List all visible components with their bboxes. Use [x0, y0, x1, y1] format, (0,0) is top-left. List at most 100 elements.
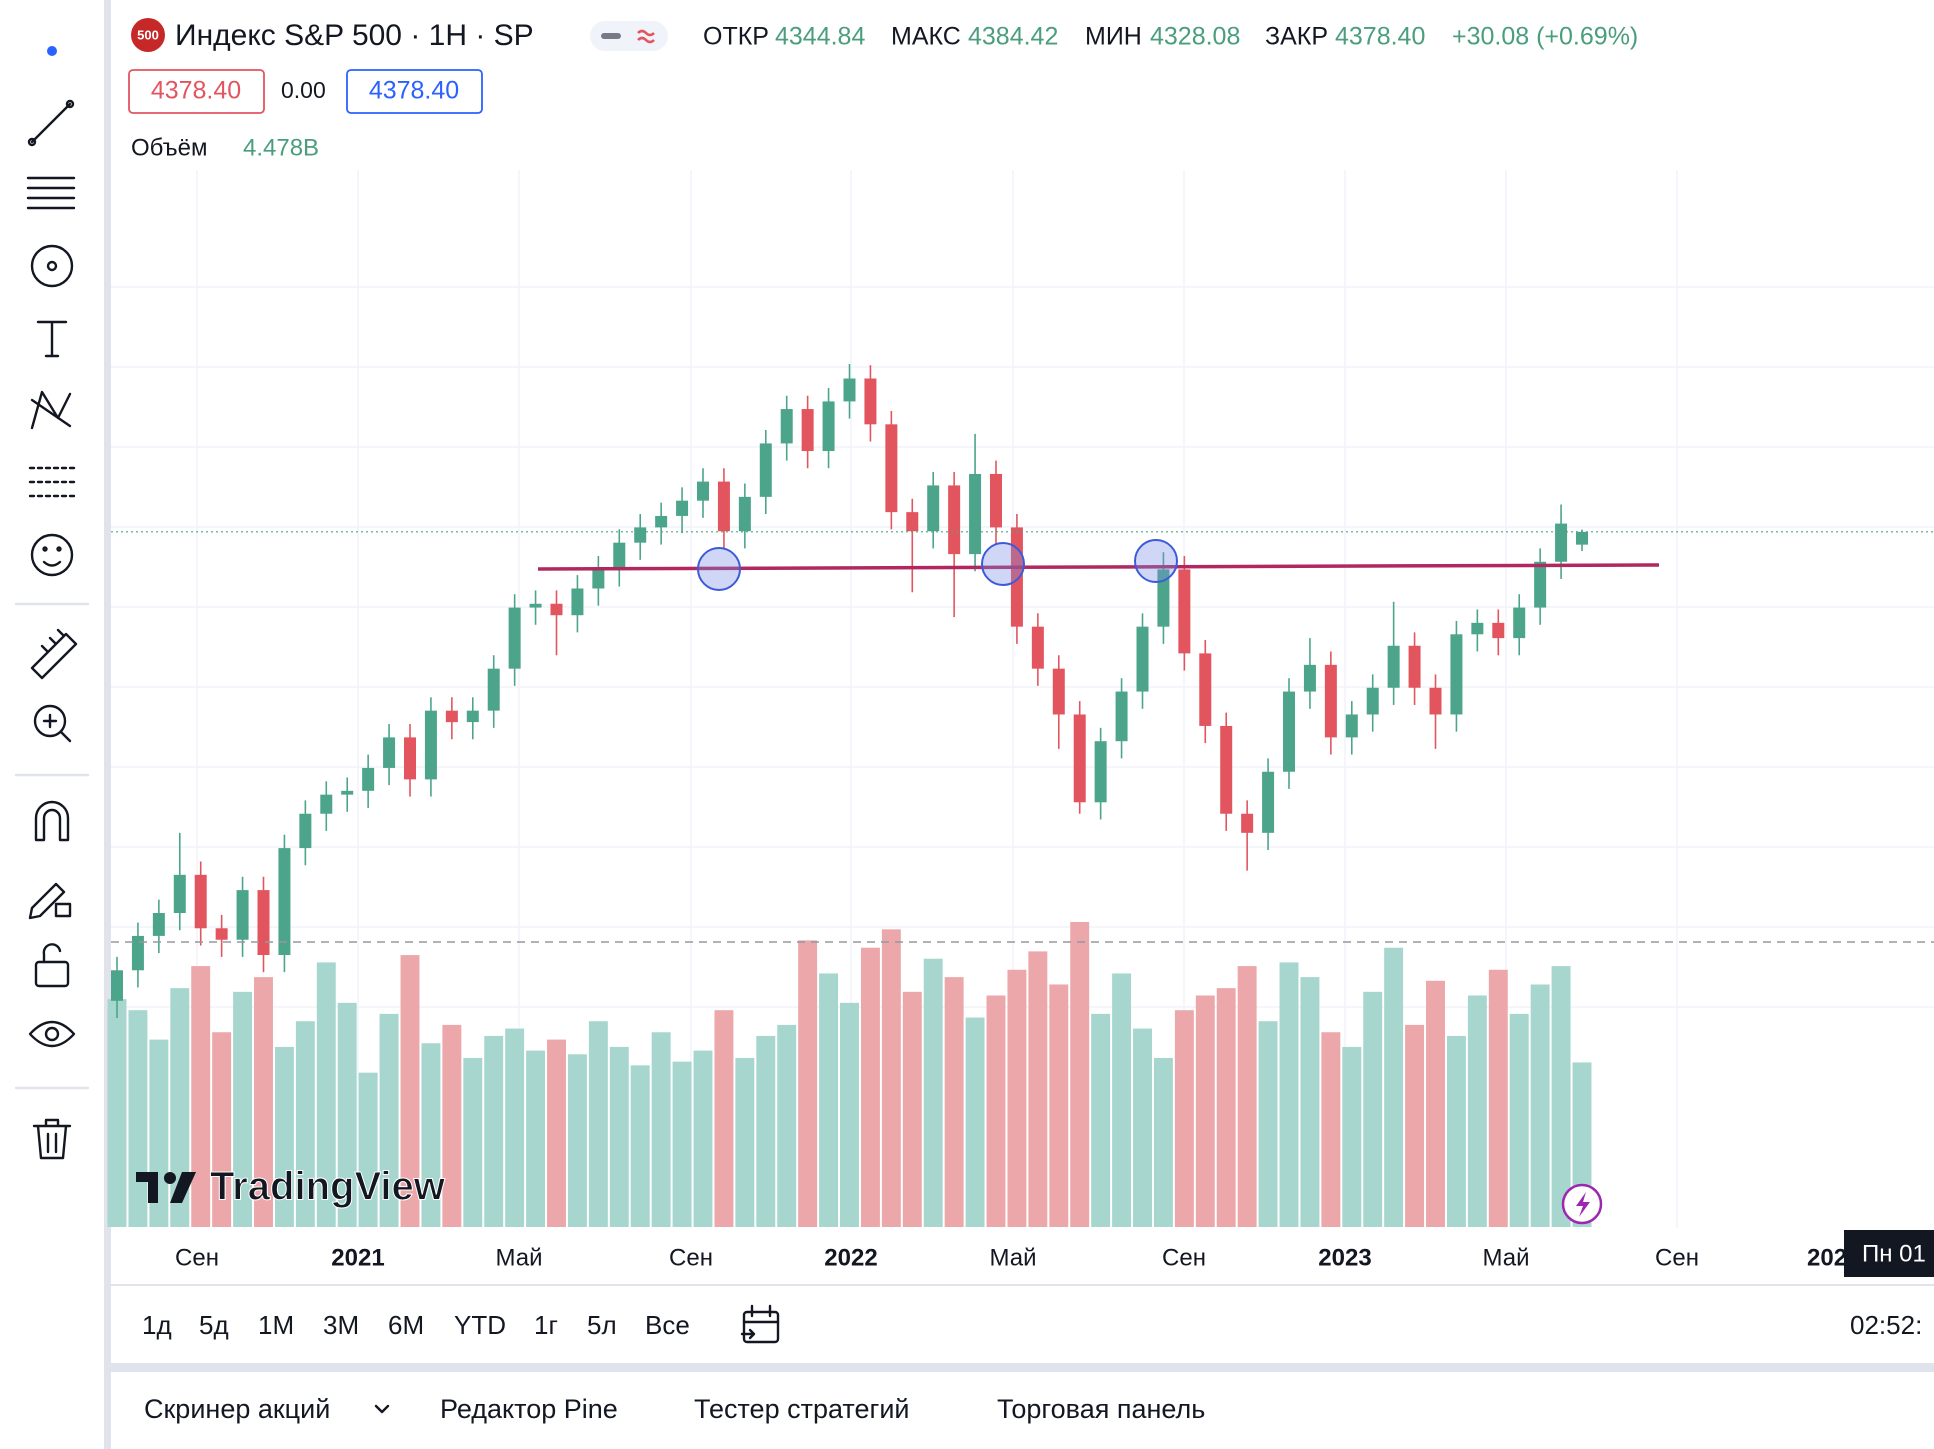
hide-tool[interactable]: [28, 1020, 76, 1048]
volume-bar: [651, 1032, 671, 1227]
marker-circle[interactable]: [697, 547, 741, 591]
range-button[interactable]: 6М: [388, 1310, 424, 1340]
candle-body: [927, 485, 940, 532]
buy-price: 4378.40: [369, 77, 459, 105]
candle-body: [1031, 626, 1044, 669]
candle-body: [1303, 664, 1316, 692]
range-button[interactable]: 3М: [323, 1310, 359, 1340]
pattern-tool[interactable]: [30, 244, 74, 288]
lock-tool[interactable]: [34, 960, 70, 988]
candle-body: [801, 409, 814, 452]
candle-body: [571, 588, 584, 616]
volume-bar: [902, 991, 922, 1227]
volume-bar: [212, 1032, 232, 1227]
volume-bar: [379, 1013, 399, 1227]
volume-bar: [170, 988, 190, 1227]
calendar-icon[interactable]: [740, 1304, 780, 1344]
candle-body: [173, 874, 186, 914]
volume-bar: [358, 1072, 378, 1227]
sell-box[interactable]: [128, 69, 265, 114]
candle-body: [1052, 668, 1065, 715]
volume-bar: [1467, 995, 1487, 1227]
trash-tool[interactable]: [32, 1118, 72, 1160]
ohlc-value: 4384.42: [968, 23, 1058, 51]
bottom-tab[interactable]: Тестер стратегий: [694, 1394, 910, 1424]
bottom-tab[interactable]: Редактор Pine: [440, 1394, 618, 1424]
volume-bar: [1488, 969, 1508, 1227]
text-tool[interactable]: [36, 320, 68, 358]
tool-dot: [65, 99, 75, 109]
candle-body: [466, 710, 479, 723]
volume-bar: [1342, 1046, 1362, 1227]
magnet-tool[interactable]: [34, 800, 70, 842]
marker-circle[interactable]: [981, 542, 1025, 586]
candle-body: [780, 409, 793, 444]
symbol-title[interactable]: Индекс S&P 500 · 1Н · SP: [175, 19, 534, 52]
volume-bar: [1509, 1013, 1529, 1227]
volume-bar: [1133, 1028, 1152, 1227]
candle-body: [1534, 561, 1547, 608]
toggle[interactable]: [590, 21, 668, 51]
range-button[interactable]: 1д: [142, 1310, 172, 1340]
volume-bar: [1091, 1013, 1111, 1227]
range-button[interactable]: Все: [645, 1310, 690, 1340]
volume-bar: [588, 1021, 608, 1227]
marker-circle[interactable]: [1134, 539, 1178, 583]
fib-tool[interactable]: [26, 176, 76, 210]
x-tick-label: Сен: [1655, 1244, 1699, 1271]
candle-body: [529, 603, 542, 608]
trend-line[interactable]: [537, 563, 1660, 571]
eye: [56, 546, 62, 552]
tool-dot: [46, 260, 58, 272]
ohlc-label: МИН: [1085, 23, 1142, 51]
chevron: [374, 1404, 390, 1414]
volume-bar: [233, 991, 253, 1227]
volume-bar: [756, 1035, 776, 1227]
trend-tool[interactable]: [30, 102, 72, 144]
volume-bar: [400, 955, 420, 1227]
volume-bar: [1070, 922, 1090, 1227]
candle-body: [1157, 569, 1170, 627]
range-button[interactable]: 1г: [534, 1310, 558, 1340]
volume-bar: [484, 1035, 504, 1227]
x-tick-label: 2022: [824, 1244, 877, 1271]
bottom-tab[interactable]: Торговая панель: [997, 1394, 1205, 1424]
lock-small: [54, 902, 72, 918]
x-tick-label: 2023: [1318, 1244, 1371, 1271]
xabcd-tool[interactable]: [30, 390, 72, 430]
drawing-mode-tool[interactable]: [28, 882, 66, 920]
x-tick-label: 2021: [331, 1244, 384, 1271]
x-tick-label: Сен: [175, 1244, 219, 1271]
bottom-tab[interactable]: Скринер акций: [144, 1394, 330, 1424]
candle-body: [1115, 691, 1128, 742]
spread: 0.00: [281, 77, 326, 103]
candle-body: [404, 737, 416, 780]
volume-bar: [295, 1021, 315, 1227]
volume-bar: [567, 1054, 587, 1227]
tool-icons: [14, 99, 90, 1160]
x-tick-label: Май: [989, 1244, 1036, 1271]
zoom-tool[interactable]: [33, 704, 67, 738]
bottom-tabs-panel: [111, 1372, 1934, 1449]
volume-bar: [944, 977, 964, 1227]
volume-bar: [337, 1002, 357, 1227]
icons-tool[interactable]: [30, 533, 74, 577]
volume-bar: [860, 947, 880, 1227]
range-button[interactable]: 5д: [199, 1310, 229, 1340]
volume-bar: [254, 977, 273, 1227]
volume-bar: [442, 1024, 462, 1227]
volume-bar: [1007, 969, 1027, 1227]
candle-body: [1366, 687, 1379, 715]
range-button[interactable]: YTD: [454, 1310, 506, 1340]
prediction-tool[interactable]: [28, 466, 76, 498]
zoom-plus: [42, 713, 72, 743]
range-button[interactable]: 1М: [258, 1310, 294, 1340]
volume-bar: [547, 1039, 566, 1227]
buy-box[interactable]: [346, 69, 483, 114]
ruler-tool[interactable]: [30, 628, 78, 680]
volume-bar: [1049, 984, 1069, 1227]
cursor-dot[interactable]: [47, 46, 57, 56]
range-button[interactable]: 5л: [587, 1310, 617, 1340]
volume-bar: [1551, 966, 1571, 1227]
